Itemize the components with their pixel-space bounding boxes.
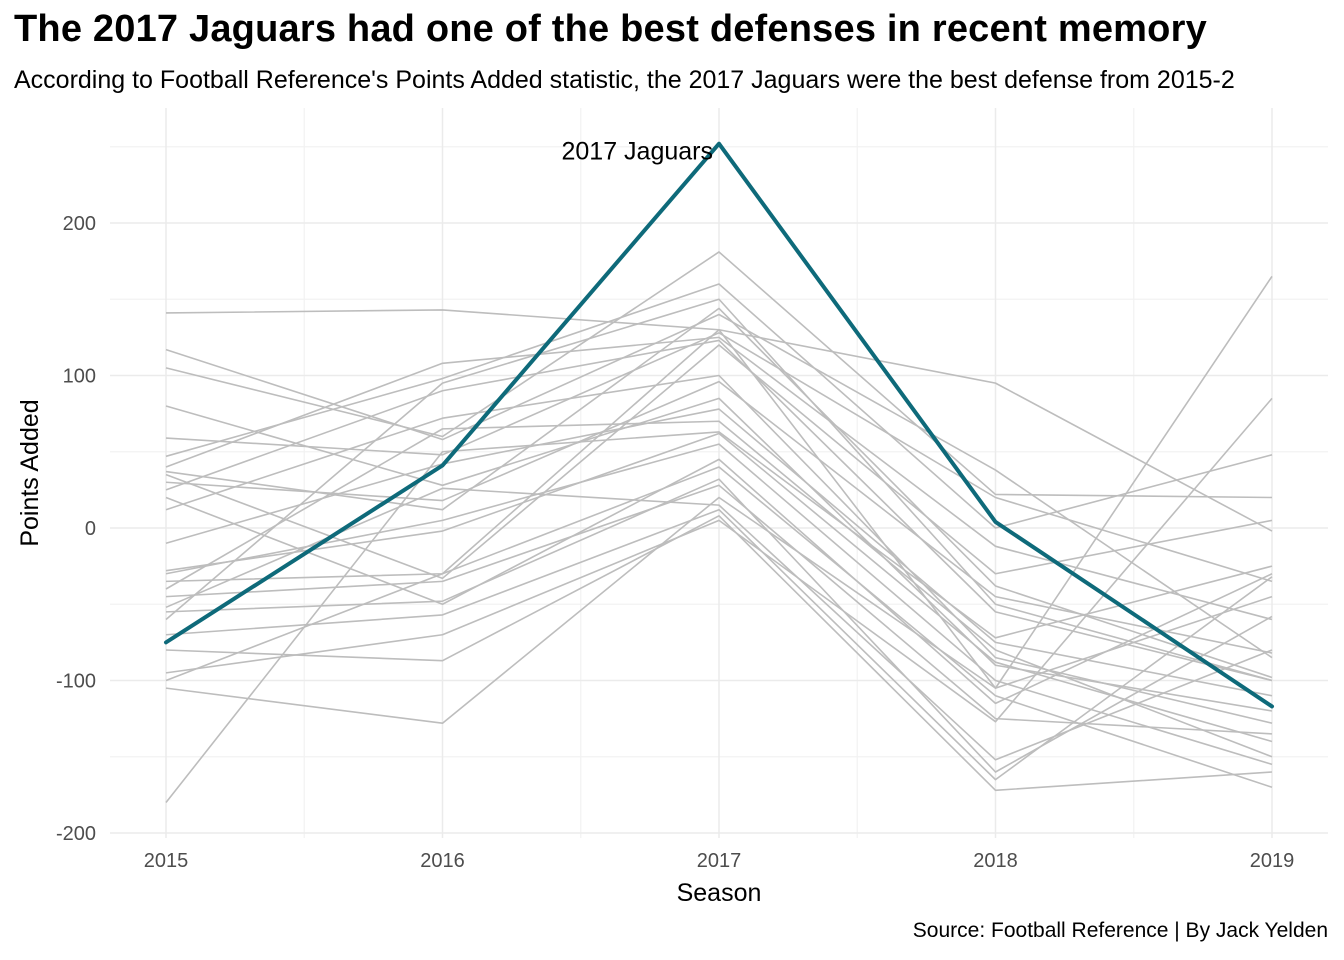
y-tick-label: -200 bbox=[56, 823, 96, 845]
x-axis-ticks: 2015 2016 2017 2018 2019 bbox=[144, 850, 1295, 872]
series-line-9 bbox=[165, 339, 1273, 682]
y-axis-title: Points Added bbox=[16, 399, 44, 546]
series-line-25 bbox=[165, 397, 1273, 712]
x-tick-label: 2015 bbox=[144, 850, 189, 872]
x-tick-label: 2018 bbox=[973, 850, 1018, 872]
y-axis-ticks: -200 -100 0 100 200 bbox=[56, 213, 96, 845]
x-tick-label: 2017 bbox=[697, 850, 742, 872]
major-gridlines bbox=[110, 108, 1328, 838]
series-line-2 bbox=[165, 313, 1273, 659]
highlight-annotation: 2017 Jaguars bbox=[561, 138, 713, 166]
series-line-16 bbox=[165, 487, 1273, 761]
chart-caption: Source: Football Reference | By Jack Yel… bbox=[912, 919, 1328, 942]
series-line-3 bbox=[165, 251, 1273, 499]
series-line-27 bbox=[165, 458, 1273, 705]
series-line-18 bbox=[165, 508, 1273, 781]
series-line-24 bbox=[165, 344, 1273, 580]
chart-title: The 2017 Jaguars had one of the best def… bbox=[14, 8, 1207, 50]
chart-subtitle: According to Football Reference's Points… bbox=[14, 66, 1235, 94]
y-tick-label: 0 bbox=[85, 518, 96, 540]
series-line-26 bbox=[165, 328, 1273, 689]
series-line-7 bbox=[165, 307, 1273, 679]
highlight-line-jaguars bbox=[164, 141, 1274, 709]
series-line-8 bbox=[165, 380, 1273, 654]
series-line-28 bbox=[165, 420, 1273, 758]
x-axis-title: Season bbox=[677, 879, 762, 907]
y-tick-label: 100 bbox=[63, 366, 96, 388]
x-tick-label: 2019 bbox=[1250, 850, 1295, 872]
y-tick-label: 200 bbox=[63, 213, 96, 235]
series-line-19 bbox=[165, 514, 1273, 792]
background-series bbox=[165, 251, 1273, 803]
highlight-series bbox=[164, 141, 1274, 709]
series-line-13 bbox=[165, 443, 1273, 766]
y-tick-label: -100 bbox=[56, 671, 96, 693]
series-line-10 bbox=[165, 374, 1273, 724]
series-line-23 bbox=[165, 298, 1273, 682]
x-tick-label: 2016 bbox=[420, 850, 465, 872]
series-line-21 bbox=[165, 275, 1273, 725]
series-line-5 bbox=[165, 283, 1273, 529]
series-line-6 bbox=[165, 336, 1273, 621]
series-line-14 bbox=[165, 466, 1273, 789]
series-line-17 bbox=[165, 478, 1273, 773]
